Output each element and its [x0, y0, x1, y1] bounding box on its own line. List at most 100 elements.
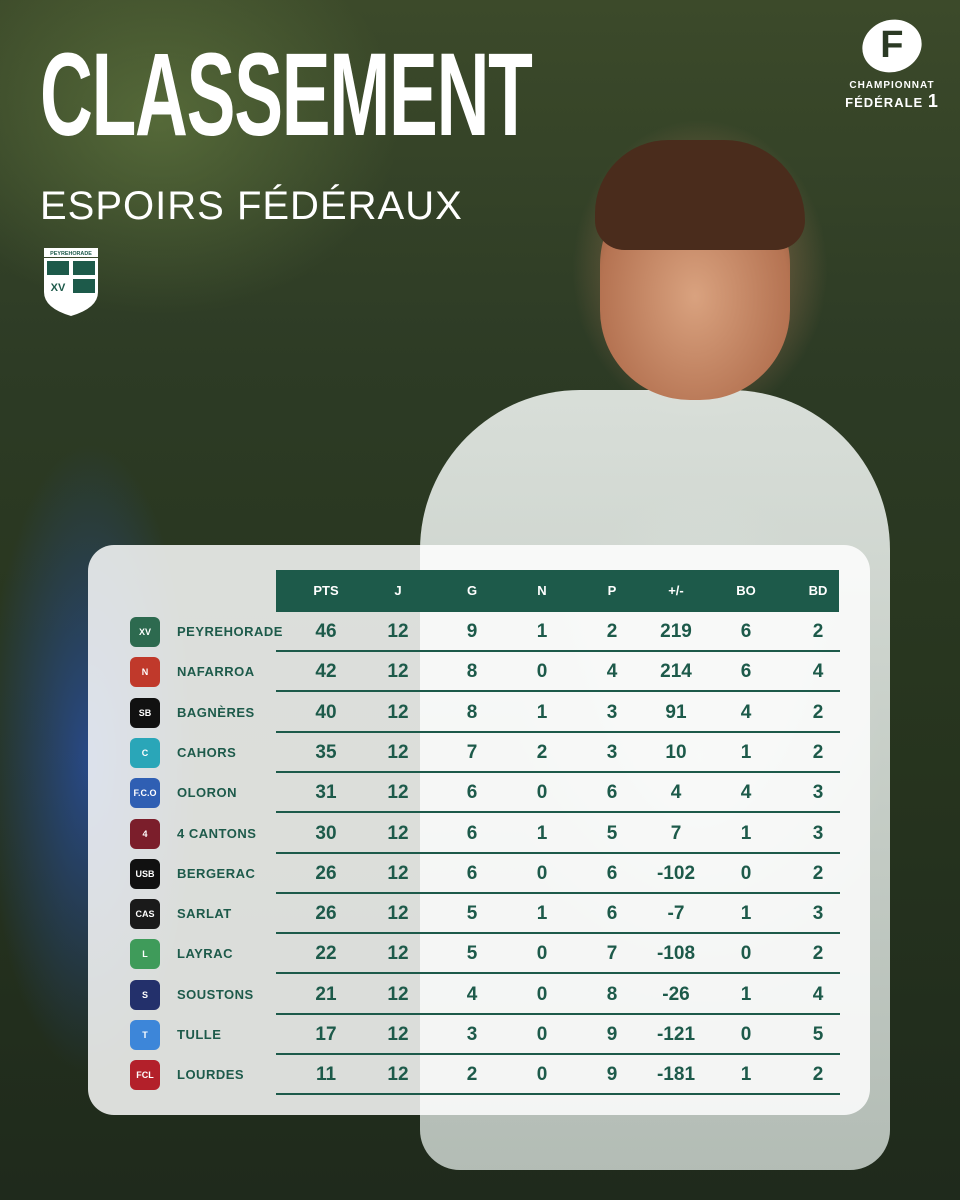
cell-n: 0	[536, 661, 548, 683]
cell-diff: -102	[656, 862, 696, 884]
cell-p: 4	[606, 661, 618, 683]
cell-bd: 3	[812, 822, 824, 844]
cell-bo: 1	[740, 903, 752, 925]
standings-row: SB BAGNÈRES 40 12 8 1 3 91 4 2	[120, 693, 840, 733]
team-logo-icon: CAS	[130, 899, 160, 930]
row-divider	[276, 650, 840, 652]
cell-g: 7	[466, 741, 478, 763]
cell-n: 1	[536, 822, 548, 844]
column-header-j: J	[394, 583, 402, 598]
cell-diff: 4	[670, 782, 682, 804]
player-hair-photo	[595, 140, 805, 250]
cell-g: 4	[466, 983, 478, 1005]
cell-g: 8	[466, 661, 478, 683]
team-name: BERGERAC	[177, 865, 256, 881]
standings-row: N NAFARROA 42 12 8 0 4 214 6 4	[120, 652, 840, 693]
team-logo-icon: C	[130, 737, 160, 768]
row-divider	[276, 730, 840, 733]
cell-j: 12	[387, 903, 409, 925]
svg-text:XV: XV	[51, 282, 66, 294]
cell-n: 0	[536, 1064, 548, 1086]
cell-p: 9	[606, 1064, 618, 1086]
cell-diff: -7	[667, 903, 685, 925]
team-name: TULLE	[177, 1027, 222, 1042]
cell-j: 12	[387, 822, 409, 844]
cell-pts: 17	[315, 1024, 337, 1045]
cell-g: 9	[466, 621, 478, 642]
row-divider	[276, 690, 840, 693]
cell-pts: 26	[315, 862, 337, 884]
cell-n: 1	[536, 621, 548, 642]
cell-n: 0	[536, 943, 548, 965]
team-name: OLORON	[177, 785, 238, 801]
cell-pts: 26	[315, 903, 337, 925]
cell-j: 12	[387, 741, 409, 763]
cell-bd: 3	[812, 782, 824, 804]
peyrehorade-crest-icon: PEYREHORADE XV	[44, 248, 98, 316]
standings-row: FCL LOURDES 11 12 2 0 9 -181 1 2	[120, 1055, 840, 1096]
cell-bo: 4	[740, 782, 752, 804]
team-name: SARLAT	[177, 906, 232, 922]
cell-p: 3	[606, 701, 618, 723]
column-header-diff: +/-	[668, 583, 684, 598]
column-header-g: G	[466, 583, 478, 598]
cell-bo: 1	[740, 983, 752, 1005]
page-subtitle: ESPOIRS FÉDÉRAUX	[40, 184, 463, 228]
cell-g: 5	[466, 903, 478, 925]
cell-g: 8	[466, 701, 478, 723]
standings-row: CAS SARLAT 26 12 5 1 6 -7 1 3	[120, 894, 840, 935]
cell-diff: 219	[660, 621, 692, 642]
cell-n: 1	[536, 903, 548, 925]
cell-p: 6	[606, 782, 618, 804]
cell-bo: 0	[740, 943, 752, 965]
team-logo-icon: USB	[130, 858, 160, 889]
team-logo-icon: F.C.O	[130, 778, 160, 809]
row-divider	[276, 770, 840, 773]
cell-p: 8	[606, 983, 618, 1005]
cell-bd: 2	[812, 862, 824, 884]
cell-p: 6	[606, 862, 618, 884]
standings-row: F.C.O OLORON 31 12 6 0 6 4 4 3	[120, 773, 840, 814]
column-header-n: N	[537, 583, 547, 598]
row-divider	[276, 1093, 840, 1096]
cell-diff: 214	[660, 661, 692, 683]
team-logo-icon: FCL	[130, 1060, 160, 1091]
cell-bd: 2	[812, 741, 824, 763]
row-divider	[276, 932, 840, 935]
team-logo-icon: SB	[130, 697, 160, 728]
row-divider	[276, 972, 840, 975]
team-logo-icon: S	[130, 979, 160, 1010]
cell-g: 2	[466, 1064, 478, 1086]
team-name: NAFARROA	[177, 664, 255, 680]
cell-p: 9	[606, 1024, 618, 1045]
cell-n: 0	[536, 1024, 548, 1045]
cell-bd: 2	[812, 1064, 824, 1086]
cell-bo: 1	[740, 1064, 752, 1086]
standings-row: S SOUSTONS 21 12 4 0 8 -26 1 4	[120, 975, 840, 1015]
cell-bo: 6	[740, 621, 752, 642]
standings-row: T TULLE 17 12 3 0 9 -121 0 5	[120, 1015, 840, 1055]
team-logo-icon: N	[130, 657, 160, 688]
cell-j: 12	[387, 1024, 409, 1045]
cell-j: 12	[387, 983, 409, 1005]
row-divider	[276, 1012, 840, 1015]
cell-p: 2	[606, 621, 618, 642]
cell-bo: 6	[740, 661, 752, 683]
cell-g: 6	[466, 862, 478, 884]
team-name: 4 CANTONS	[177, 825, 257, 841]
cell-j: 12	[387, 943, 409, 965]
cell-j: 12	[387, 701, 409, 723]
league-line-2: FÉDÉRALE 1	[845, 91, 939, 111]
standings-row: XV PEYREHORADE 46 12 9 1 2 219 6 2	[120, 612, 840, 652]
team-name: LOURDES	[177, 1067, 245, 1083]
column-header-bd: BD	[808, 583, 828, 598]
cell-diff: 10	[665, 741, 687, 763]
cell-diff: 91	[665, 701, 687, 723]
cell-pts: 46	[315, 621, 337, 642]
cell-pts: 35	[315, 741, 337, 763]
standings-row: USB BERGERAC 26 12 6 0 6 -102 0 2	[120, 854, 840, 894]
column-header-p: P	[607, 583, 617, 598]
cell-j: 12	[387, 782, 409, 804]
row-divider	[276, 891, 840, 894]
